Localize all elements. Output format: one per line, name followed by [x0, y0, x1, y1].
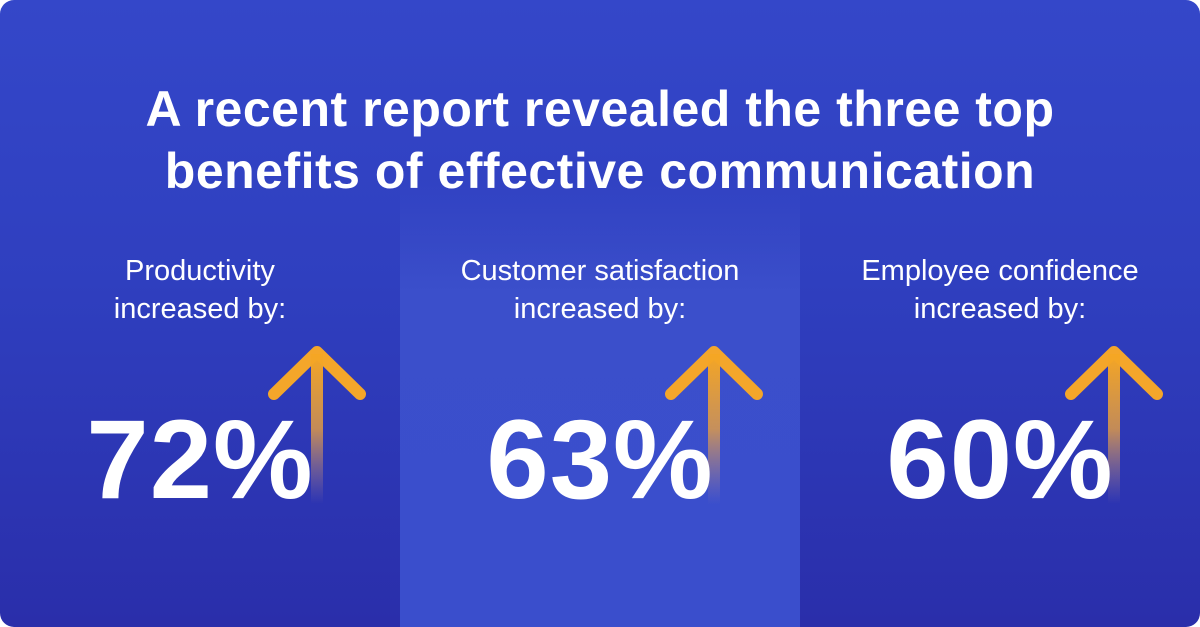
up-arrow-icon: [268, 346, 366, 504]
stat-label: Employee confidence increased by:: [800, 252, 1200, 328]
stat-productivity: Productivity increased by: 72%: [0, 252, 400, 612]
stat-label-line-1: Employee confidence: [861, 255, 1139, 287]
headline-line-1: A recent report revealed the three top: [145, 81, 1055, 137]
headline: A recent report revealed the three top b…: [0, 78, 1200, 202]
stat-customer-satisfaction: Customer satisfaction increased by: 63%: [400, 252, 800, 612]
stat-label-line-2: increased by:: [513, 293, 687, 325]
stat-label: Productivity increased by:: [0, 252, 400, 328]
stat-label-line-1: Productivity: [125, 255, 275, 287]
stat-label-line-2: increased by:: [913, 293, 1087, 325]
stat-value: 72%: [86, 397, 314, 522]
stat-label: Customer satisfaction increased by:: [400, 252, 800, 328]
up-arrow-icon: [665, 346, 763, 504]
up-arrow-icon: [1065, 346, 1163, 504]
stat-label-line-2: increased by:: [113, 293, 287, 325]
stat-value: 60%: [886, 397, 1114, 522]
middle-panel: [400, 180, 800, 627]
headline-line-2: benefits of effective communication: [164, 143, 1036, 199]
stat-value: 63%: [486, 397, 714, 522]
stat-employee-confidence: Employee confidence increased by: 60%: [800, 252, 1200, 612]
stat-label-line-1: Customer satisfaction: [460, 255, 740, 287]
